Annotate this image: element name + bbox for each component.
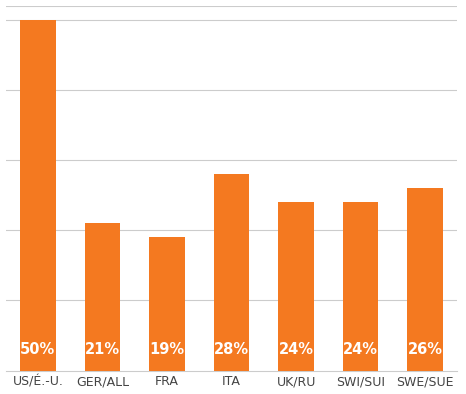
Bar (20, 20, 55, 371)
Bar (214, 174, 249, 371)
Text: 19%: 19% (150, 342, 185, 357)
Text: 26%: 26% (408, 342, 443, 357)
Bar (149, 237, 185, 371)
Bar (407, 188, 443, 371)
Bar (343, 202, 378, 371)
Text: 50%: 50% (20, 342, 55, 357)
Text: 24%: 24% (343, 342, 378, 357)
Text: 28%: 28% (214, 342, 249, 357)
Text: 21%: 21% (85, 342, 120, 357)
Bar (278, 202, 314, 371)
Text: 24%: 24% (279, 342, 314, 357)
Bar (85, 223, 120, 371)
